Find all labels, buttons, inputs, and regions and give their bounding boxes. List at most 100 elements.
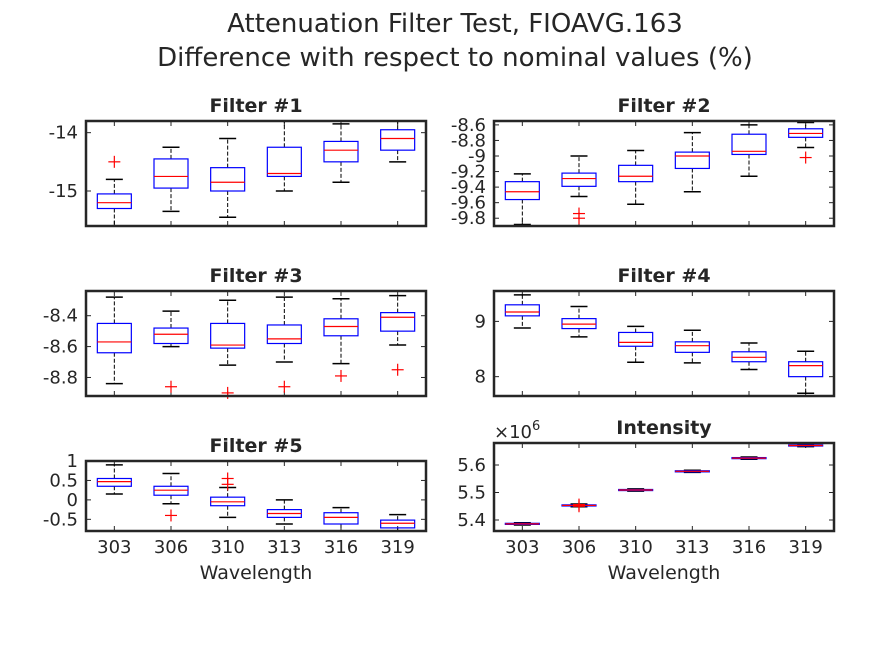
box-306 xyxy=(561,305,597,338)
box-319 xyxy=(788,121,824,164)
y-tick-label: -0.5 xyxy=(43,509,78,530)
box-iqr xyxy=(153,327,189,345)
y-tick-label: -8.6 xyxy=(43,337,78,358)
box-303 xyxy=(96,155,132,227)
outlier-marker xyxy=(278,380,291,393)
y-tick-label: 1 xyxy=(67,451,78,472)
x-tick-label: 310 xyxy=(618,537,652,558)
box-316 xyxy=(731,124,767,177)
x-tick-label: 306 xyxy=(562,537,596,558)
axes-frame xyxy=(84,119,428,228)
box-319 xyxy=(380,513,416,532)
box-iqr xyxy=(153,158,189,189)
box-313 xyxy=(266,120,302,192)
y-tick-label: -8.8 xyxy=(43,367,78,388)
outlier-marker xyxy=(165,509,177,522)
box-iqr xyxy=(96,322,132,354)
box-313 xyxy=(674,329,710,364)
panel-5: Filter #5 -0.500.51 303 306 310 313 316 319 Wave… xyxy=(43,435,428,584)
x-tick-label: 316 xyxy=(732,537,766,558)
box-306 xyxy=(153,146,189,213)
box-iqr xyxy=(380,129,416,151)
y-tick-label: 5.4 xyxy=(457,510,486,531)
box-iqr xyxy=(323,512,359,525)
y-exponent-base: ×10 xyxy=(494,422,532,443)
y-exponent-power: 6 xyxy=(532,419,540,434)
box-316 xyxy=(731,456,767,460)
box-310 xyxy=(210,299,246,399)
y-tick-label: -9.2 xyxy=(451,162,486,183)
box-313 xyxy=(266,499,302,525)
y-tick-label: -15 xyxy=(49,181,78,202)
box-306 xyxy=(153,310,189,393)
box-306 xyxy=(561,498,597,513)
y-tick-label: 8 xyxy=(475,367,486,388)
box-316 xyxy=(323,297,359,382)
box-iqr xyxy=(210,167,246,192)
x-axis-label: Wavelength xyxy=(608,562,721,584)
x-tick-label: 316 xyxy=(324,537,358,558)
figure-title-line2: Difference with respect to nominal value… xyxy=(157,43,753,73)
x-tick-label: 319 xyxy=(788,537,822,558)
box-316 xyxy=(323,506,359,532)
box-iqr xyxy=(618,331,654,347)
box-303 xyxy=(504,294,540,329)
y-tick-label: 0.5 xyxy=(49,470,78,491)
y-tick-label: 0 xyxy=(67,490,78,511)
box-iqr xyxy=(266,146,302,178)
box-iqr xyxy=(380,312,416,332)
y-tick-label: -8.8 xyxy=(451,130,486,151)
box-iqr xyxy=(210,322,246,349)
box-319 xyxy=(380,120,416,163)
panel-2: Filter #2 -9.8-9.6-9.4-9.2-9-8.8-8.6 xyxy=(451,95,836,229)
outlier-marker xyxy=(108,155,121,168)
box-310 xyxy=(210,472,246,519)
y-tick-label: -14 xyxy=(49,123,78,144)
box-310 xyxy=(618,149,654,205)
x-tick-label: 310 xyxy=(210,537,244,558)
box-313 xyxy=(266,296,302,393)
panel-1: Filter #1 -15 -14 xyxy=(49,95,428,228)
box-303 xyxy=(96,296,132,385)
outlier-marker xyxy=(799,151,812,164)
outlier-marker xyxy=(391,363,404,376)
box-iqr xyxy=(674,151,710,170)
panel-title: Filter #1 xyxy=(209,95,302,117)
box-iqr xyxy=(96,477,132,487)
panel-3: Filter #3 -8.8 -8.6 -8.4 xyxy=(43,265,428,399)
box-319 xyxy=(788,443,824,448)
box-iqr xyxy=(323,140,359,163)
box-316 xyxy=(323,123,359,183)
box-313 xyxy=(674,131,710,193)
figure-title-line1: Attenuation Filter Test, FIOAVG.163 xyxy=(227,9,683,39)
box-iqr xyxy=(380,519,416,529)
box-310 xyxy=(210,137,246,218)
outlier-marker xyxy=(573,212,585,225)
box-iqr xyxy=(266,324,302,345)
panel-title: Filter #3 xyxy=(209,265,302,287)
box-319 xyxy=(380,294,416,376)
y-tick-label: -8.4 xyxy=(43,306,78,327)
box-313 xyxy=(674,469,710,474)
box-iqr xyxy=(96,193,132,210)
box-316 xyxy=(731,342,767,371)
box-iqr xyxy=(561,172,597,187)
y-exponent-label: ×106 xyxy=(494,419,540,443)
y-tick-label: 5.5 xyxy=(457,483,486,504)
axes-frame xyxy=(492,441,836,533)
box-303 xyxy=(504,522,540,526)
outlier-marker xyxy=(165,380,177,393)
box-iqr xyxy=(323,318,359,337)
y-tick-label: -9.4 xyxy=(451,177,486,198)
y-tick-label: -8.6 xyxy=(451,115,486,136)
box-iqr xyxy=(674,341,710,353)
x-axis-label: Wavelength xyxy=(200,562,313,584)
box-iqr xyxy=(504,304,540,317)
panel-6: Intensity 5.4 5.5 5.6 303 306 310 313 316 319 Wave… xyxy=(457,417,836,584)
y-tick-label: -9 xyxy=(468,146,486,167)
axes-frame xyxy=(492,289,836,398)
box-310 xyxy=(618,325,654,364)
y-tick-label: -9.8 xyxy=(451,208,486,229)
axes-frame xyxy=(492,119,836,228)
